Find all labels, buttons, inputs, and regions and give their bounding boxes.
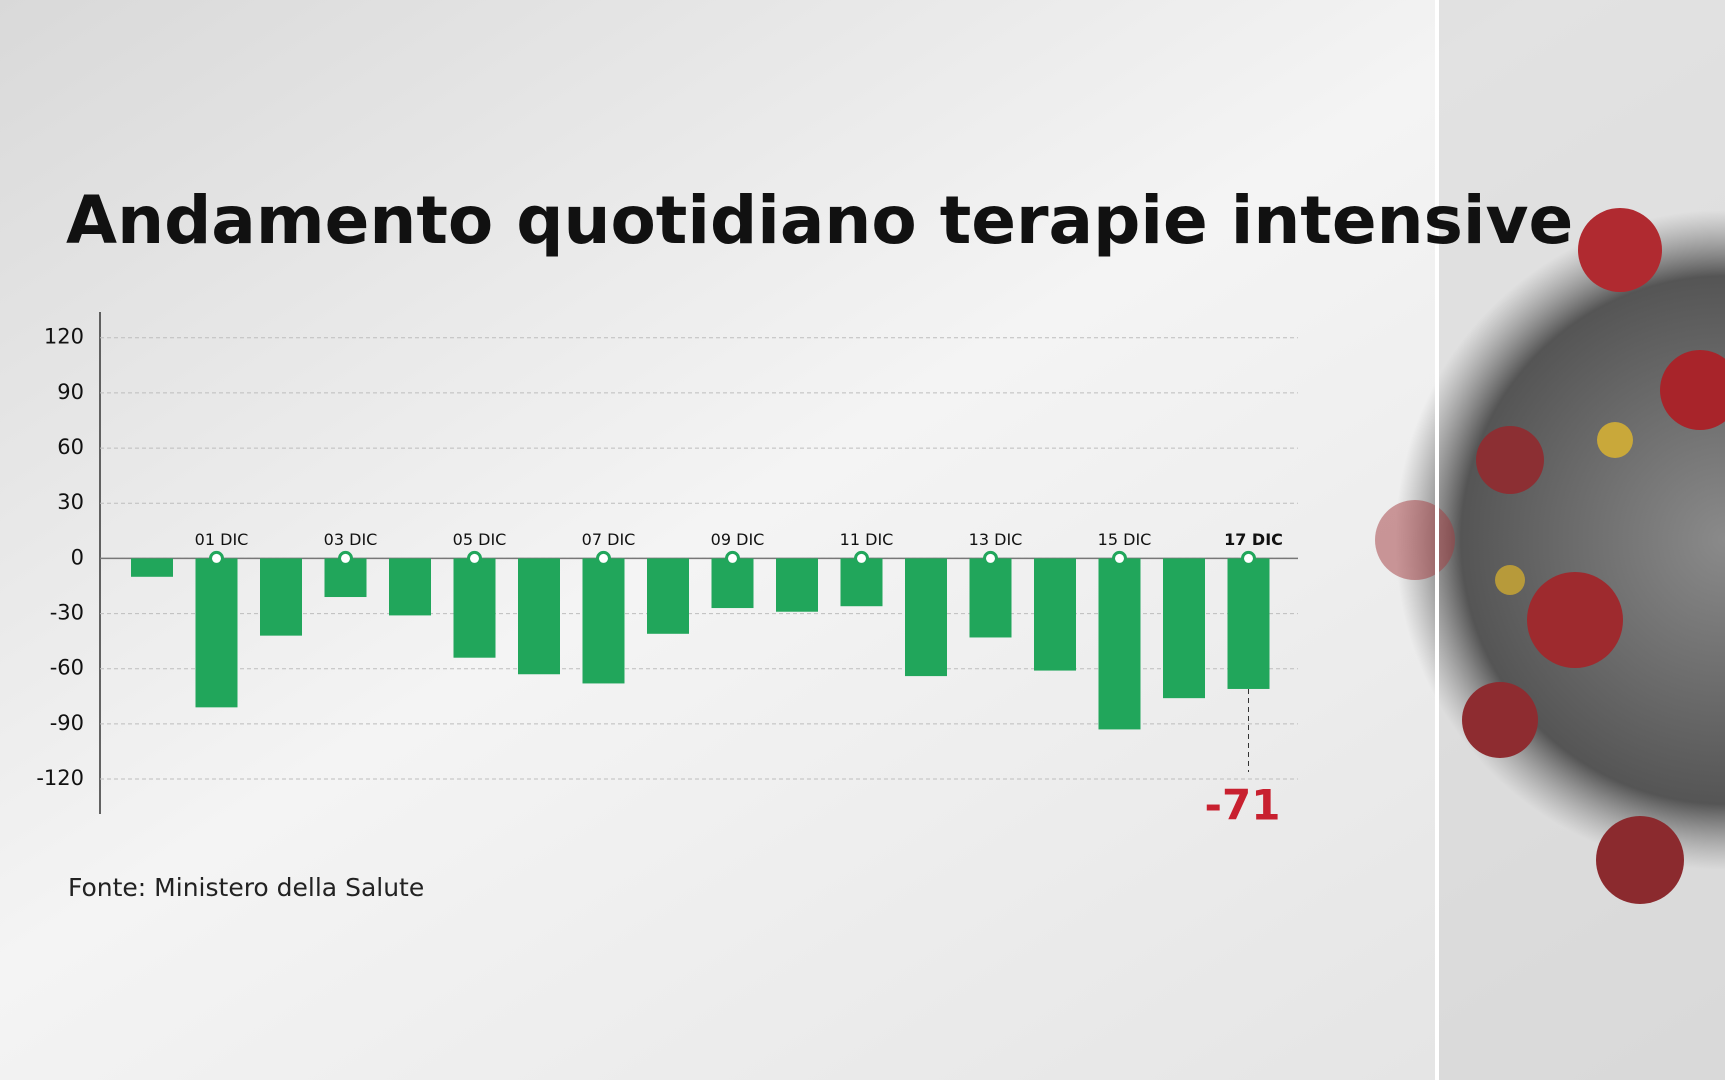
bar bbox=[1034, 558, 1076, 671]
virus-decoration bbox=[1375, 0, 1725, 1080]
y-tick-label: 90 bbox=[57, 380, 84, 404]
bar bbox=[131, 558, 173, 577]
date-marker bbox=[1241, 550, 1256, 566]
date-marker bbox=[725, 550, 740, 566]
y-tick-label: -60 bbox=[50, 656, 84, 680]
bar bbox=[647, 558, 689, 634]
bar bbox=[969, 558, 1012, 638]
date-marker bbox=[209, 550, 224, 566]
date-marker bbox=[467, 550, 482, 566]
x-tick-label: 05 DIC bbox=[453, 530, 507, 549]
x-tick-label: 11 DIC bbox=[840, 530, 894, 549]
x-tick-label: 01 DIC bbox=[195, 530, 249, 549]
x-tick-label: 07 DIC bbox=[582, 530, 636, 549]
y-tick-label: 0 bbox=[71, 545, 84, 569]
y-tick-label: -90 bbox=[50, 711, 84, 735]
date-marker bbox=[338, 550, 353, 566]
chart-title: Andamento quotidiano terapie intensive bbox=[66, 182, 1573, 259]
x-tick-label: 03 DIC bbox=[324, 530, 378, 549]
date-marker bbox=[983, 550, 998, 566]
bar bbox=[389, 558, 431, 616]
x-tick-label: 09 DIC bbox=[711, 530, 765, 549]
bar bbox=[840, 558, 883, 607]
x-tick-label: 17 DIC bbox=[1224, 530, 1283, 549]
value-label: -71 bbox=[1205, 781, 1281, 830]
bar bbox=[1163, 558, 1205, 699]
y-tick-label: -30 bbox=[50, 601, 84, 625]
bar bbox=[711, 558, 754, 609]
y-tick-label: 30 bbox=[57, 490, 84, 514]
x-tick-label: 15 DIC bbox=[1098, 530, 1152, 549]
date-marker bbox=[1112, 550, 1127, 566]
date-marker bbox=[854, 550, 869, 566]
bar bbox=[582, 558, 625, 684]
source: Fonte: Ministero della Salute bbox=[68, 873, 424, 902]
date-marker bbox=[596, 550, 611, 566]
bar bbox=[518, 558, 560, 675]
bar bbox=[905, 558, 947, 677]
bar bbox=[776, 558, 818, 612]
y-tick-label: -120 bbox=[36, 766, 84, 790]
bar bbox=[195, 558, 238, 708]
bar bbox=[453, 558, 496, 658]
bar bbox=[1227, 558, 1270, 689]
bar bbox=[260, 558, 302, 636]
y-tick-label: 60 bbox=[57, 435, 84, 459]
y-tick-label: 120 bbox=[44, 325, 84, 349]
x-tick-label: 13 DIC bbox=[969, 530, 1023, 549]
bar bbox=[1098, 558, 1141, 730]
